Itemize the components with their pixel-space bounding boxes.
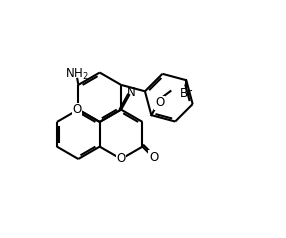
Text: Br: Br [180,87,193,100]
Text: NH$_2$: NH$_2$ [65,67,89,82]
Text: O: O [149,151,158,164]
Text: O: O [73,103,82,116]
Text: O: O [116,153,126,165]
Text: O: O [155,96,164,109]
Text: N: N [126,86,135,99]
